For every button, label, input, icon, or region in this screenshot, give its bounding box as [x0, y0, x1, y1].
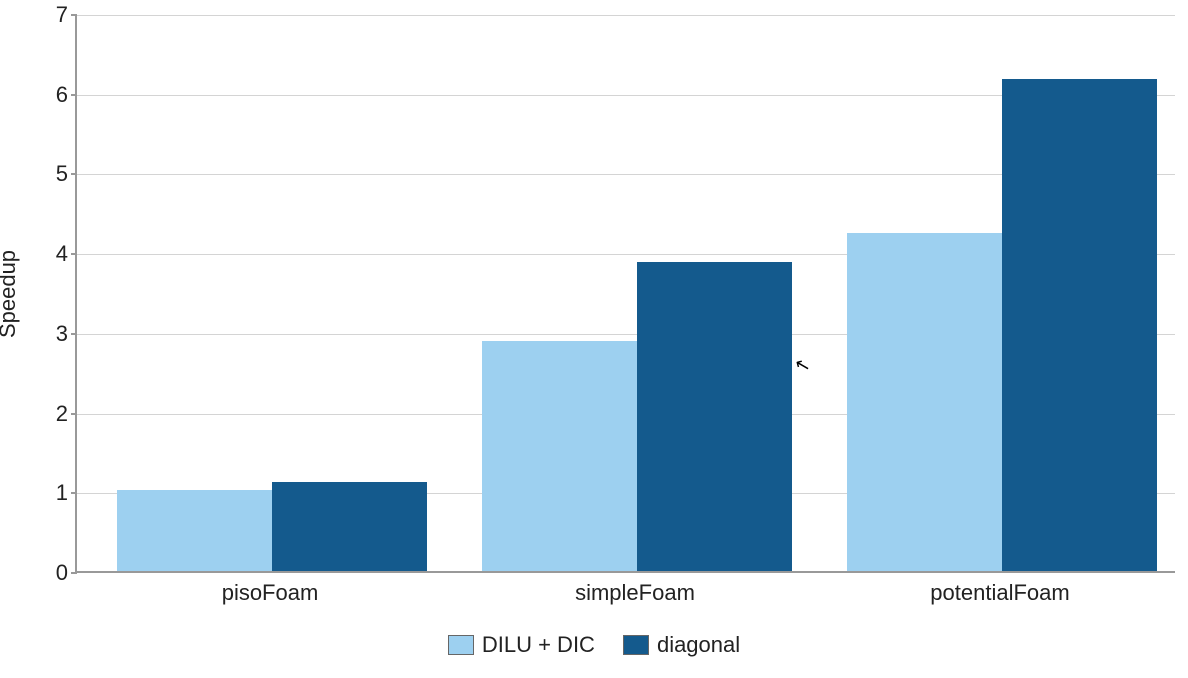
y-tick-mark	[71, 94, 77, 96]
legend-label: DILU + DIC	[482, 632, 595, 658]
y-tick-mark	[71, 333, 77, 335]
y-tick-label: 7	[8, 2, 68, 28]
legend-label: diagonal	[657, 632, 740, 658]
y-tick-label: 6	[8, 82, 68, 108]
bar-simpleFoam-diagonal	[637, 262, 792, 571]
bar-pisoFoam-diagonal	[272, 482, 427, 571]
y-tick-label: 3	[8, 321, 68, 347]
bar-potentialFoam-DILU-+-DIC	[847, 233, 1002, 571]
y-tick-mark	[71, 413, 77, 415]
legend: DILU + DIC diagonal	[0, 632, 1188, 660]
x-tick-label: pisoFoam	[222, 580, 319, 606]
legend-item: DILU + DIC	[448, 632, 595, 658]
x-tick-label: potentialFoam	[930, 580, 1069, 606]
y-tick-label: 4	[8, 241, 68, 267]
speedup-bar-chart: Speedup 01234567 pisoFoamsimpleFoampoten…	[0, 0, 1188, 678]
x-tick-label: simpleFoam	[575, 580, 695, 606]
bar-simpleFoam-DILU-+-DIC	[482, 341, 637, 571]
y-tick-mark	[71, 173, 77, 175]
legend-swatch	[448, 635, 474, 655]
y-tick-label: 5	[8, 161, 68, 187]
y-tick-label: 2	[8, 401, 68, 427]
y-tick-mark	[71, 572, 77, 574]
bar-pisoFoam-DILU-+-DIC	[117, 490, 272, 571]
legend-item: diagonal	[623, 632, 740, 658]
y-tick-mark	[71, 253, 77, 255]
legend-swatch	[623, 635, 649, 655]
bar-potentialFoam-diagonal	[1002, 79, 1157, 571]
y-tick-label: 1	[8, 480, 68, 506]
y-tick-mark	[71, 492, 77, 494]
gridline	[77, 15, 1175, 16]
y-tick-label: 0	[8, 560, 68, 586]
plot-area	[75, 15, 1175, 573]
y-tick-mark	[71, 14, 77, 16]
